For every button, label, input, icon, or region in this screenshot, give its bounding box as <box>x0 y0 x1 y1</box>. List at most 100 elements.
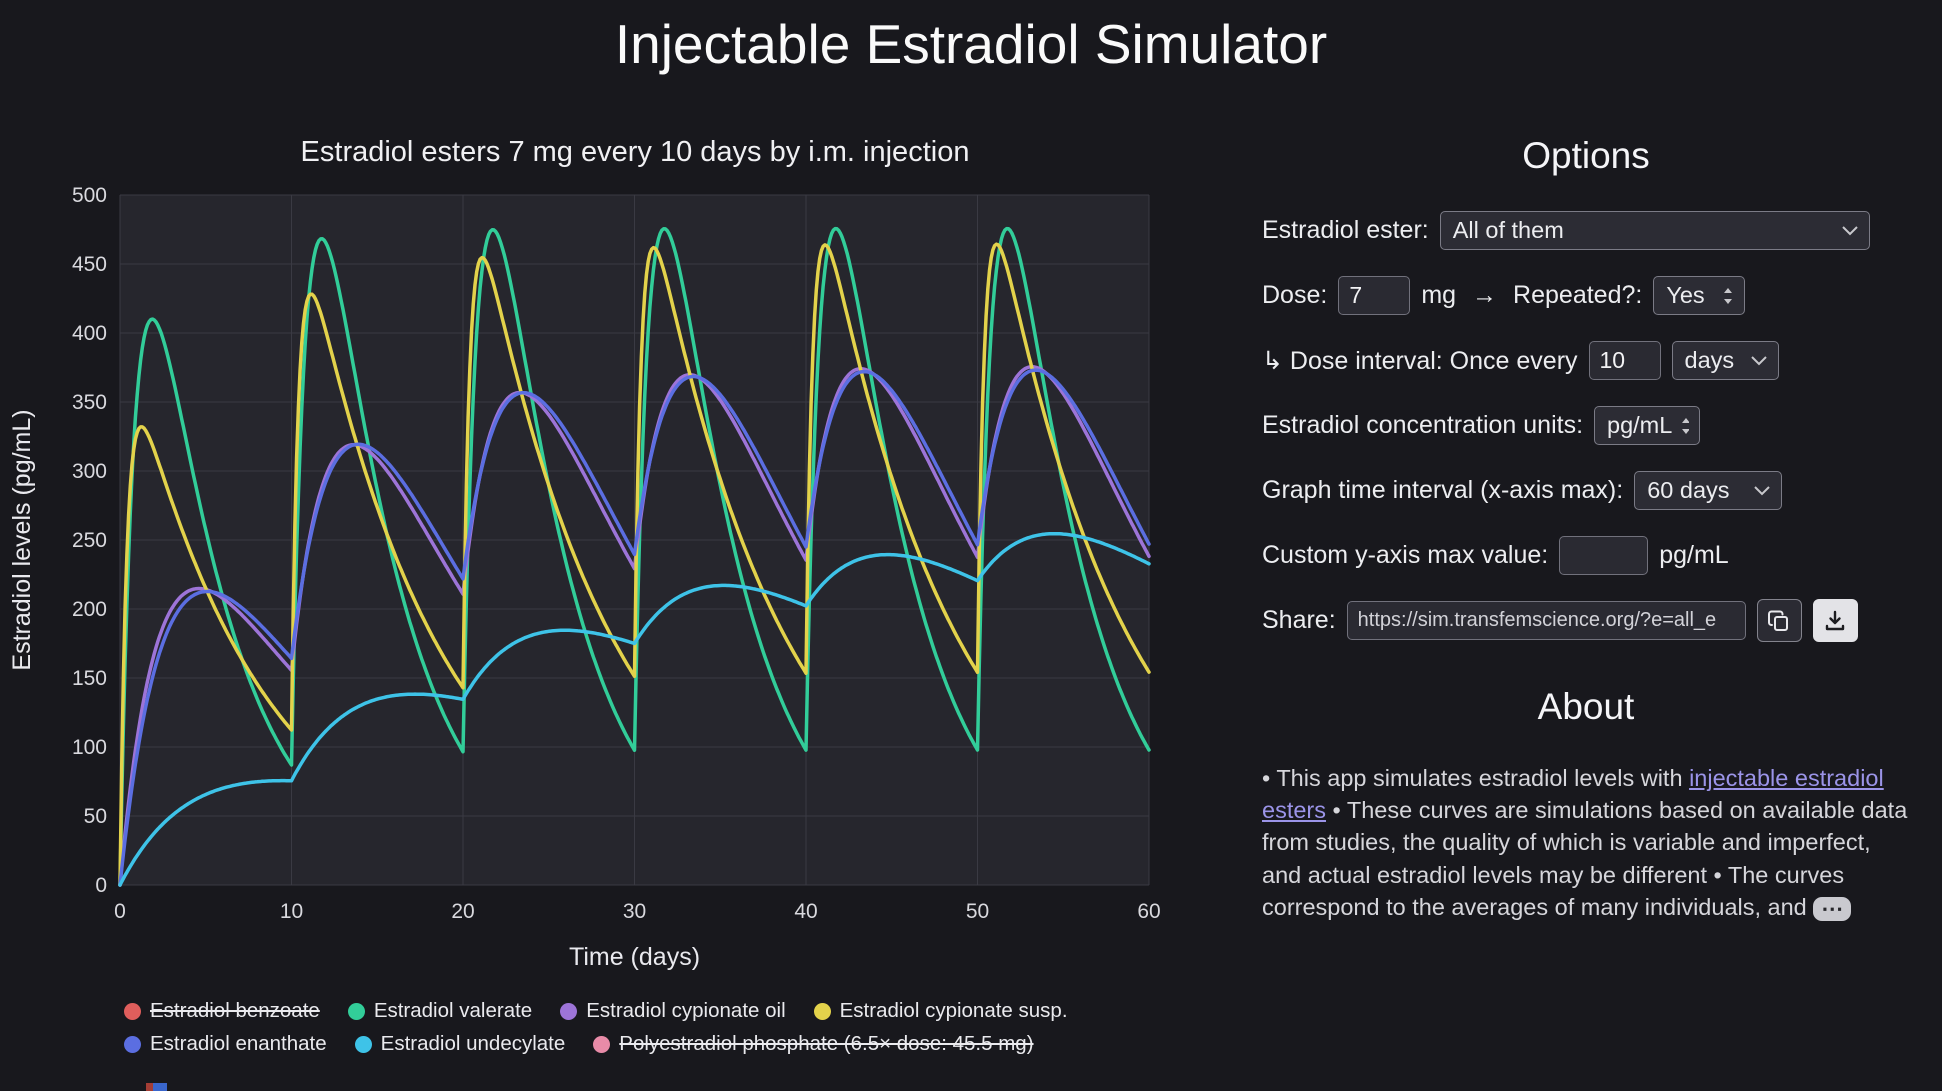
curve-estradiol-valerate <box>118 226 1151 887</box>
x-tick-label: 60 <box>1137 900 1160 923</box>
up-down-arrows-icon <box>1724 287 1733 304</box>
legend-color-dot <box>124 1035 141 1053</box>
legend-row: Estradiol benzoate Estradiol valerate Estr… <box>124 999 1068 1023</box>
ester-select-value: All of them <box>1452 217 1564 243</box>
chevron-down-icon <box>1842 226 1858 236</box>
legend-label: Estradiol benzoate <box>150 999 320 1022</box>
legend-color-dot <box>813 1002 831 1020</box>
ymax-row: Custom y-axis max value: pg/mL <box>1262 536 1910 575</box>
y-tick-label: 450 <box>72 253 107 276</box>
interval-unit-select[interactable]: days <box>1671 341 1779 380</box>
options-panel: Options Estradiol ester: All of them Dos… <box>1262 135 1910 666</box>
legend-item[interactable]: Estradiol benzoate <box>124 999 320 1023</box>
share-url-input[interactable] <box>1346 601 1746 640</box>
legend-item[interactable]: Estradiol enanthate <box>124 1032 327 1056</box>
copy-icon <box>1768 610 1789 631</box>
legend-item[interactable]: Estradiol undecylate <box>354 1032 566 1056</box>
legend-row: Estradiol enanthate Estradiol undecylate P… <box>124 1032 1068 1056</box>
legend-color-dot <box>347 1002 365 1020</box>
legend-color-dot <box>560 1002 578 1020</box>
x-tick-label: 20 <box>451 900 474 923</box>
options-heading: Options <box>1522 135 1650 176</box>
x-axis-title: Time (days) <box>569 943 700 971</box>
xaxis-select[interactable]: 60 days <box>1634 471 1783 510</box>
interval-label: ↳ Dose interval: Once every <box>1262 346 1578 375</box>
x-tick-label: 50 <box>966 900 989 923</box>
curve-estradiol-enanthate <box>118 368 1151 887</box>
x-tick-label: 10 <box>280 900 303 923</box>
x-tick-label: 40 <box>794 900 817 923</box>
download-icon <box>1825 610 1845 630</box>
ester-row: Estradiol ester: All of them <box>1262 211 1910 250</box>
interval-row: ↳ Dose interval: Once every days <box>1262 341 1910 380</box>
cutoff-bottom-icon <box>146 1083 167 1091</box>
xaxis-label: Graph time interval (x-axis max): <box>1262 476 1624 504</box>
y-axis-title: Estradiol levels (pg/mL) <box>8 409 36 670</box>
y-tick-label: 500 <box>72 184 107 207</box>
y-tick-label: 250 <box>72 529 107 552</box>
xaxis-row: Graph time interval (x-axis max): 60 day… <box>1262 471 1910 510</box>
ymax-label: Custom y-axis max value: <box>1262 541 1549 569</box>
dose-label: Dose: <box>1262 281 1328 309</box>
units-row: Estradiol concentration units: pg/mL <box>1262 406 1910 445</box>
about-expand-button[interactable]: ⋯ <box>1813 896 1852 921</box>
about-text-after-link: • These curves are simulations based on … <box>1262 797 1908 920</box>
download-image-button[interactable] <box>1812 599 1858 642</box>
curve-estradiol-cypionate-susp- <box>118 242 1151 887</box>
y-tick-label: 100 <box>72 736 107 759</box>
share-label: Share: <box>1262 606 1336 634</box>
legend-label: Estradiol cypionate susp. <box>839 999 1068 1022</box>
curve-estradiol-undecylate <box>118 531 1151 887</box>
about-text-before-link: • This app simulates estradiol levels wi… <box>1262 765 1690 791</box>
about-text: • This app simulates estradiol levels wi… <box>1262 762 1910 923</box>
dose-unit-label: mg <box>1421 281 1457 309</box>
x-tick-label: 30 <box>623 900 646 923</box>
y-tick-label: 200 <box>72 598 107 621</box>
copy-link-button[interactable] <box>1756 599 1802 642</box>
legend-label: Estradiol undecylate <box>380 1032 566 1055</box>
dose-row: Dose: mg → Repeated?: Yes <box>1262 276 1910 315</box>
legend-color-dot <box>124 1002 141 1020</box>
ester-select[interactable]: All of them <box>1439 211 1870 250</box>
y-tick-label: 150 <box>72 667 107 690</box>
legend-color-dot <box>354 1035 372 1053</box>
x-tick-label: 0 <box>114 900 126 923</box>
units-select-value: pg/mL <box>1607 412 1673 438</box>
legend-item[interactable]: Estradiol cypionate oil <box>560 999 786 1023</box>
up-down-arrows-icon <box>1682 417 1690 434</box>
legend-label: Estradiol enanthate <box>150 1032 327 1055</box>
about-section: About • This app simulates estradiol lev… <box>1262 686 1910 923</box>
injectable-esters-link[interactable]: injectable estradiol esters <box>1262 765 1884 824</box>
legend-item[interactable]: Polyestradiol phosphate (6.5× dose: 45.5… <box>593 1032 1034 1056</box>
y-tick-label: 400 <box>72 322 107 345</box>
legend-color-dot <box>593 1035 611 1053</box>
chart-legend: Estradiol benzoate Estradiol valerate Estr… <box>124 999 1068 1056</box>
units-label: Estradiol concentration units: <box>1262 411 1584 439</box>
repeated-label: Repeated?: <box>1513 281 1643 309</box>
dose-input[interactable] <box>1338 276 1411 315</box>
chevron-down-icon <box>1754 486 1770 496</box>
arrow-glyph: → <box>1472 281 1498 309</box>
chevron-down-icon <box>1750 356 1767 366</box>
y-tick-label: 350 <box>72 391 107 414</box>
chart-title: Estradiol esters 7 mg every 10 days by i… <box>300 136 970 168</box>
y-tick-label: 50 <box>84 805 107 828</box>
estradiol-chart[interactable]: 0 50 100 150 200 250 300 350 400 450 500 0 10 20 30 40 5… <box>0 178 1180 990</box>
ymax-unit-label: pg/mL <box>1659 541 1729 569</box>
ymax-input[interactable] <box>1559 536 1649 575</box>
repeated-select-value: Yes <box>1666 282 1705 308</box>
interval-input[interactable] <box>1588 341 1661 380</box>
about-heading: About <box>1537 686 1635 727</box>
share-row: Share: <box>1262 599 1910 642</box>
xaxis-select-value: 60 days <box>1647 477 1730 503</box>
y-tick-label: 300 <box>72 460 107 483</box>
legend-item[interactable]: Estradiol cypionate susp. <box>813 999 1068 1023</box>
legend-item[interactable]: Estradiol valerate <box>347 999 533 1023</box>
legend-label: Polyestradiol phosphate (6.5× dose: 45.5… <box>619 1032 1034 1055</box>
units-select[interactable]: pg/mL <box>1594 406 1701 445</box>
repeated-select[interactable]: Yes <box>1653 276 1746 315</box>
legend-label: Estradiol valerate <box>373 999 533 1022</box>
y-tick-label: 0 <box>95 874 107 897</box>
legend-label: Estradiol cypionate oil <box>586 999 786 1022</box>
